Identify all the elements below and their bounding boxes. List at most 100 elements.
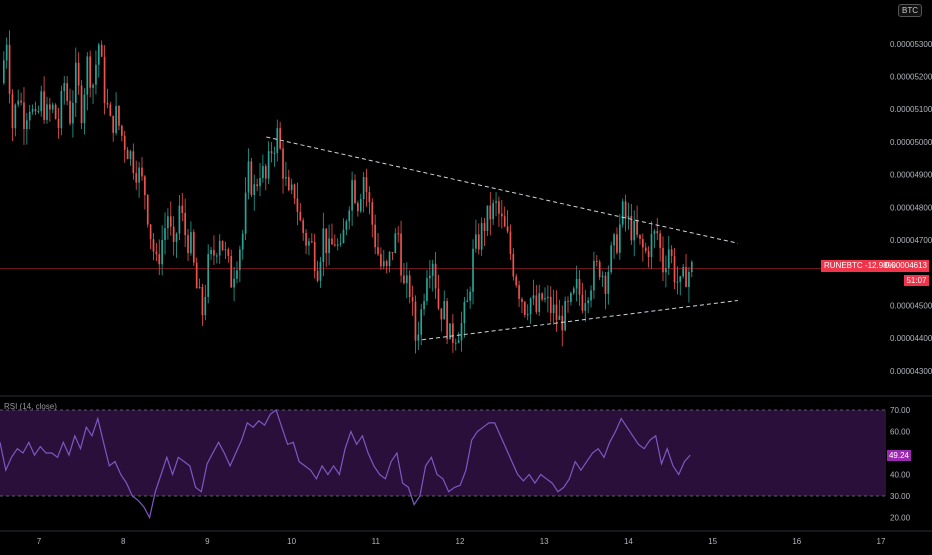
candle-body[interactable] [325, 228, 328, 254]
candle-body[interactable] [322, 228, 325, 262]
candle-body[interactable] [673, 256, 676, 283]
candle-body[interactable] [40, 91, 43, 112]
candle-body[interactable] [443, 301, 446, 320]
candle-body[interactable] [385, 261, 388, 266]
candle-body[interactable] [256, 184, 258, 187]
candle-body[interactable] [17, 100, 20, 105]
candle-body[interactable] [541, 293, 543, 300]
candle-body[interactable] [636, 220, 638, 235]
candle-body[interactable] [354, 180, 356, 204]
rsi-line[interactable] [0, 409, 691, 520]
candle-body[interactable] [690, 261, 693, 272]
candle-body[interactable] [63, 83, 66, 91]
candle-body[interactable] [80, 85, 83, 124]
candle-body[interactable] [518, 285, 520, 299]
candle-body[interactable] [581, 294, 584, 311]
candle-body[interactable] [598, 261, 601, 278]
candle-body[interactable] [426, 278, 428, 302]
candle-body[interactable] [267, 151, 270, 179]
candle-body[interactable] [201, 286, 204, 316]
candle-body[interactable] [310, 241, 313, 243]
candle-body[interactable] [328, 238, 330, 254]
candle-body[interactable] [547, 296, 549, 299]
candle-body[interactable] [639, 234, 641, 240]
candle-body[interactable] [555, 304, 558, 320]
candle-body[interactable] [593, 260, 595, 291]
candle-body[interactable] [558, 315, 561, 320]
candle-body[interactable] [420, 309, 423, 335]
candle-body[interactable] [86, 56, 89, 95]
candle-body[interactable] [460, 323, 463, 341]
candle-body[interactable] [414, 301, 417, 341]
candle-body[interactable] [475, 234, 477, 249]
candle-body[interactable] [662, 247, 664, 273]
candle-body[interactable] [14, 104, 17, 129]
candle-body[interactable] [221, 240, 224, 250]
candle-body[interactable] [601, 275, 604, 278]
candle-body[interactable] [152, 239, 155, 252]
candle-body[interactable] [624, 201, 627, 219]
candle-body[interactable] [244, 192, 247, 234]
candle-body[interactable] [440, 308, 443, 320]
candle-body[interactable] [302, 220, 305, 233]
candle-body[interactable] [184, 213, 187, 236]
candle-body[interactable] [408, 275, 411, 298]
candle-body[interactable] [500, 213, 503, 217]
candle-body[interactable] [538, 293, 541, 312]
candle-body[interactable] [380, 254, 382, 267]
candle-body[interactable] [135, 173, 138, 183]
candle-body[interactable] [529, 298, 532, 315]
candle-body[interactable] [567, 300, 569, 302]
candle-body[interactable] [118, 106, 120, 126]
candle-body[interactable] [247, 161, 250, 193]
candle-body[interactable] [112, 115, 115, 133]
candle-body[interactable] [377, 247, 379, 255]
candle-body[interactable] [115, 106, 117, 133]
candle-body[interactable] [187, 235, 189, 254]
candle-body[interactable] [51, 104, 54, 110]
candle-body[interactable] [138, 167, 140, 183]
candle-body[interactable] [498, 201, 500, 214]
candle-body[interactable] [371, 202, 374, 225]
candle-body[interactable] [97, 44, 100, 65]
candle-body[interactable] [685, 266, 687, 287]
candle-body[interactable] [357, 203, 359, 212]
candle-body[interactable] [296, 198, 299, 212]
candle-body[interactable] [43, 91, 45, 120]
candle-body[interactable] [590, 290, 592, 301]
candle-body[interactable] [403, 275, 405, 284]
candle-body[interactable] [109, 104, 112, 116]
candle-body[interactable] [49, 104, 51, 110]
candle-body[interactable] [8, 44, 11, 94]
candle-body[interactable] [308, 241, 310, 246]
triangle-upper-trendline[interactable] [266, 136, 738, 244]
candle-body[interactable] [466, 300, 469, 302]
candle-body[interactable] [2, 60, 5, 84]
candle-body[interactable] [169, 216, 172, 227]
candle-body[interactable] [644, 247, 647, 252]
candle-body[interactable] [688, 271, 690, 287]
candle-body[interactable] [198, 286, 201, 289]
candle-body[interactable] [210, 249, 212, 255]
candle-body[interactable] [74, 62, 77, 103]
candle-body[interactable] [339, 243, 342, 245]
candle-body[interactable] [95, 64, 97, 85]
candle-body[interactable] [336, 244, 339, 246]
candle-body[interactable] [285, 176, 287, 179]
candle-body[interactable] [512, 253, 515, 277]
candle-body[interactable] [549, 296, 552, 313]
candle-body[interactable] [161, 240, 163, 265]
candle-body[interactable] [282, 148, 284, 179]
candle-body[interactable] [532, 295, 535, 299]
candle-body[interactable] [57, 118, 60, 129]
candle-body[interactable] [523, 301, 526, 315]
candle-body[interactable] [72, 102, 74, 124]
candle-body[interactable] [178, 205, 181, 234]
candle-body[interactable] [656, 231, 659, 234]
candle-body[interactable] [46, 104, 48, 120]
candle-body[interactable] [477, 234, 480, 250]
candle-body[interactable] [400, 233, 402, 276]
candle-body[interactable] [334, 244, 336, 246]
candle-body[interactable] [454, 342, 457, 344]
candle-body[interactable] [368, 192, 371, 203]
